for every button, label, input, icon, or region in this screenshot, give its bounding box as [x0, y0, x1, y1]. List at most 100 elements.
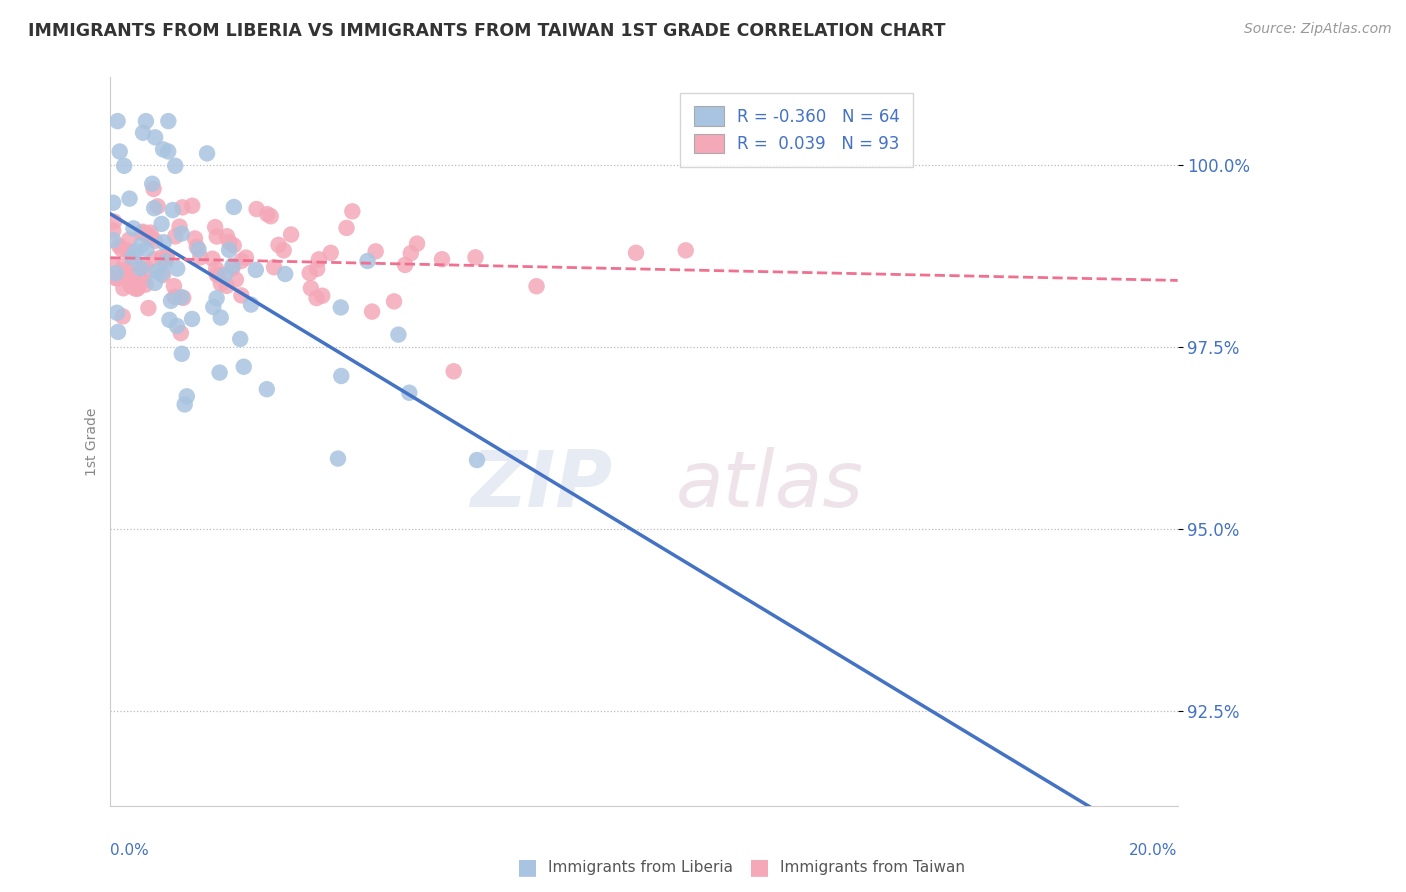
Point — [153, 235, 176, 250]
Point — [240, 297, 263, 311]
Point — [186, 240, 208, 254]
Point — [205, 291, 228, 305]
Legend: R = -0.360   N = 64, R =  0.039   N = 93: R = -0.360 N = 64, R = 0.039 N = 93 — [681, 93, 914, 167]
Point — [214, 268, 236, 283]
Point — [222, 238, 245, 252]
Point — [308, 252, 330, 267]
Point — [187, 243, 209, 257]
Point — [132, 274, 155, 288]
Point — [330, 368, 353, 383]
Point — [205, 229, 228, 244]
Point — [139, 231, 162, 245]
Point — [245, 202, 267, 216]
Point — [205, 261, 228, 276]
Point — [118, 233, 141, 247]
Point — [260, 209, 283, 223]
Point — [387, 327, 409, 342]
Point — [136, 262, 159, 277]
Point — [209, 277, 232, 291]
Point — [120, 279, 142, 293]
Point — [201, 252, 224, 266]
Point — [181, 199, 204, 213]
Point — [311, 289, 333, 303]
Point — [188, 250, 211, 264]
Point — [256, 207, 278, 221]
Point — [218, 243, 240, 257]
Point — [114, 263, 136, 277]
Point — [170, 227, 193, 241]
Point — [153, 252, 176, 267]
Point — [329, 301, 352, 315]
Point — [172, 291, 194, 305]
Point — [101, 258, 124, 272]
Point — [107, 271, 129, 285]
Point — [129, 261, 152, 276]
Point — [208, 268, 231, 282]
Point — [675, 244, 697, 258]
Point — [127, 282, 149, 296]
Point — [319, 245, 342, 260]
Point — [406, 236, 429, 251]
Point — [208, 366, 231, 380]
Point — [135, 114, 157, 128]
Point — [222, 200, 245, 214]
Point — [124, 257, 146, 271]
Point — [122, 268, 145, 282]
Point — [162, 202, 184, 217]
Point — [138, 301, 160, 315]
Point — [152, 142, 174, 156]
Point — [326, 451, 349, 466]
Point — [184, 231, 207, 245]
Point — [274, 267, 297, 281]
Point — [163, 290, 186, 304]
Point — [117, 244, 139, 258]
Point — [112, 281, 135, 295]
Point — [107, 114, 129, 128]
Text: Source: ZipAtlas.com: Source: ZipAtlas.com — [1244, 22, 1392, 37]
Point — [138, 227, 160, 242]
Point — [231, 288, 253, 302]
Point — [202, 300, 225, 314]
Text: ZIP: ZIP — [470, 447, 612, 524]
Point — [108, 238, 131, 252]
Point — [132, 225, 155, 239]
Point — [165, 229, 187, 244]
Point — [107, 325, 129, 339]
Point — [215, 229, 238, 244]
Point — [143, 252, 166, 267]
Point — [166, 261, 188, 276]
Point — [122, 221, 145, 235]
Point — [163, 279, 186, 293]
Point — [232, 359, 254, 374]
Point — [307, 261, 329, 276]
Point — [111, 242, 134, 256]
Point — [299, 281, 322, 295]
Point — [145, 264, 167, 278]
Point — [165, 159, 187, 173]
Point — [131, 226, 153, 240]
Point — [139, 226, 162, 240]
Point — [170, 326, 193, 340]
Point — [204, 220, 226, 235]
Point — [267, 238, 290, 252]
Point — [231, 253, 253, 268]
Point — [143, 201, 166, 215]
Point — [146, 199, 169, 213]
Point — [235, 251, 257, 265]
Point — [124, 244, 146, 259]
Point — [143, 276, 166, 290]
Point — [382, 294, 405, 309]
Point — [172, 200, 194, 214]
Point — [157, 145, 180, 159]
Point — [173, 397, 195, 411]
Point — [221, 259, 243, 273]
Point — [157, 114, 180, 128]
Point — [152, 268, 174, 282]
Point — [111, 310, 134, 324]
Point — [135, 277, 157, 292]
Point — [464, 251, 486, 265]
Point — [181, 312, 204, 326]
Point — [105, 306, 128, 320]
Point — [108, 145, 131, 159]
Point — [155, 254, 177, 268]
